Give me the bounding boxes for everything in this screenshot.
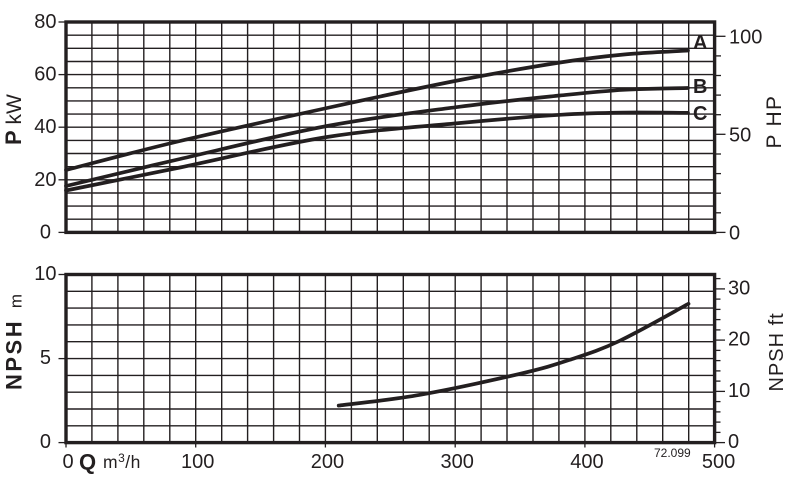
svg-text:20: 20	[34, 169, 56, 191]
svg-text:500: 500	[702, 451, 735, 473]
svg-text:80: 80	[34, 11, 56, 33]
svg-text:20: 20	[728, 329, 750, 351]
svg-text:B: B	[693, 76, 707, 98]
svg-text:72.099: 72.099	[654, 446, 691, 460]
svg-text:0: 0	[729, 222, 740, 244]
svg-text:400: 400	[570, 451, 603, 473]
svg-text:300: 300	[441, 451, 474, 473]
svg-text:A: A	[693, 32, 707, 54]
svg-text:C: C	[693, 103, 707, 125]
svg-text:200: 200	[311, 451, 344, 473]
svg-text:P HP: P HP	[763, 95, 786, 149]
svg-text:NPSH m: NPSH m	[2, 294, 27, 390]
svg-text:100: 100	[729, 26, 762, 48]
svg-text:P kW: P kW	[1, 94, 26, 145]
svg-text:0: 0	[40, 221, 51, 243]
svg-text:30: 30	[728, 277, 750, 299]
svg-text:60: 60	[34, 64, 56, 86]
svg-text:10: 10	[728, 380, 750, 402]
svg-text:50: 50	[729, 124, 751, 146]
svg-text:100: 100	[181, 451, 214, 473]
svg-text:5: 5	[40, 347, 51, 369]
svg-text:0: 0	[62, 451, 73, 473]
svg-text:0: 0	[728, 431, 739, 453]
svg-text:0: 0	[40, 431, 51, 453]
svg-text:NPSH ft: NPSH ft	[766, 312, 788, 391]
svg-text:m3/h: m3/h	[103, 451, 141, 472]
svg-text:40: 40	[34, 116, 56, 138]
svg-text:10: 10	[34, 263, 56, 285]
svg-text:Q: Q	[79, 450, 96, 475]
